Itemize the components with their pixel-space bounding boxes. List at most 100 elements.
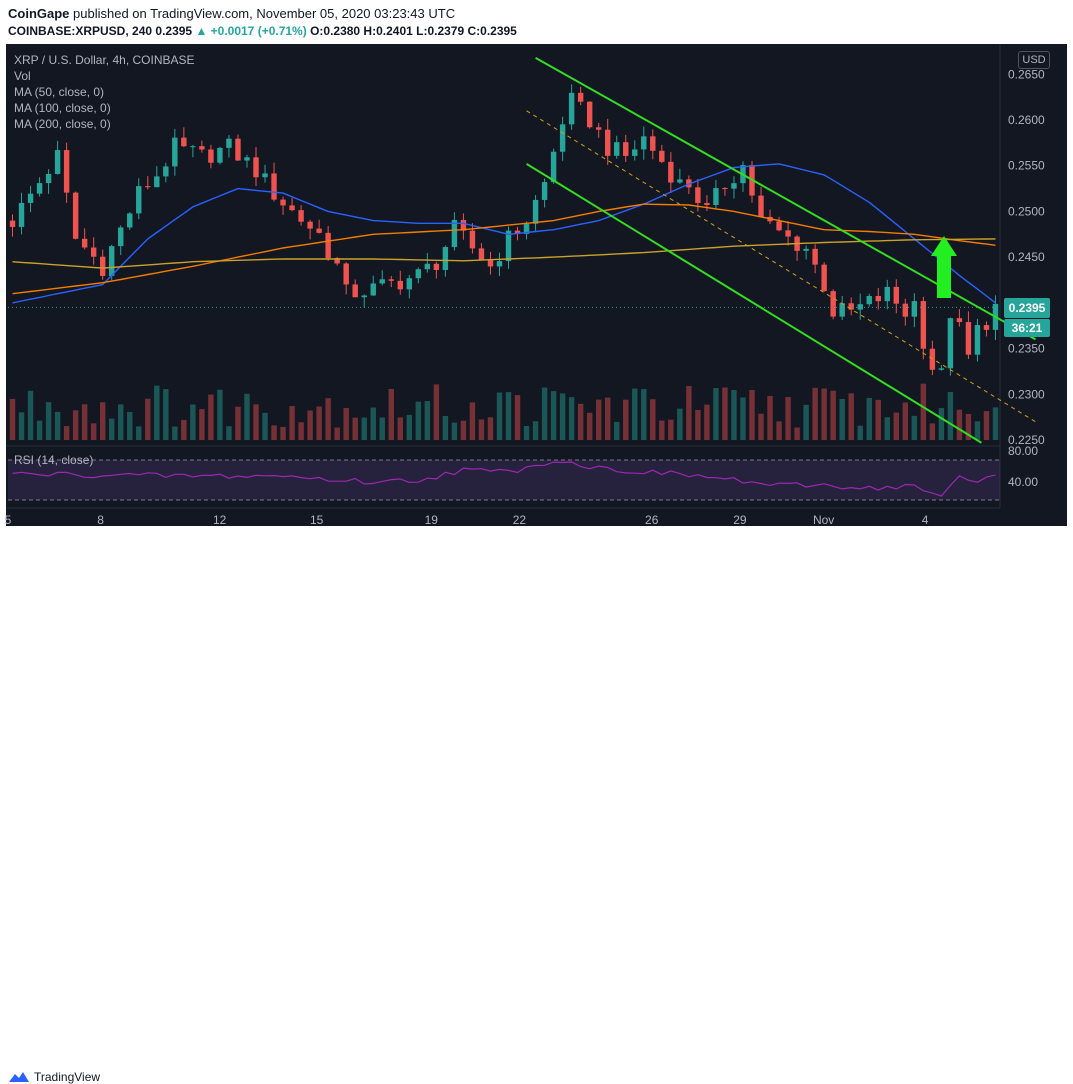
- volume-bar: [875, 399, 881, 440]
- volume-bar: [163, 389, 169, 440]
- volume-bar: [614, 421, 620, 440]
- candle-body: [641, 136, 647, 150]
- candle-body: [947, 318, 954, 369]
- rsi-tick-label: 80.00: [1008, 444, 1038, 458]
- candle-body: [839, 303, 845, 317]
- candle-body: [938, 368, 945, 370]
- volume-bar: [550, 391, 557, 440]
- x-tick-label: 5: [5, 513, 12, 527]
- candle-body: [397, 280, 403, 290]
- volume-bar: [460, 420, 467, 440]
- candle-body: [677, 179, 683, 183]
- candle-body: [163, 166, 169, 177]
- x-tick-label: 8: [97, 513, 104, 527]
- chart-legend: XRP / U.S. Dollar, 4h, COINBASE Vol MA (…: [14, 52, 195, 132]
- candle-body: [803, 248, 809, 251]
- volume-bar: [956, 409, 963, 440]
- volume-bar: [343, 408, 349, 440]
- channel-lower-line: [526, 163, 982, 444]
- volume-bar: [388, 388, 394, 440]
- volume-bar: [235, 406, 241, 440]
- candle-body: [722, 188, 728, 190]
- candle-body: [758, 195, 764, 217]
- candle-body: [451, 219, 458, 248]
- price-chart[interactable]: 0.2650 0.2600 0.2550 0.2500 0.2450 0.2350 0.23…: [0, 0, 1073, 570]
- candle-body: [289, 205, 295, 211]
- volume-bar: [929, 423, 936, 440]
- volume-bar: [181, 419, 187, 440]
- candle-body: [632, 149, 638, 156]
- volume-bar: [109, 418, 115, 440]
- volume-bar: [848, 393, 854, 440]
- volume-bar: [541, 387, 548, 440]
- candle-body: [668, 161, 674, 183]
- volume-bar: [947, 392, 954, 440]
- candle-body: [118, 227, 124, 247]
- candle-body: [271, 173, 277, 200]
- y-tick-label: 0.2300: [1008, 387, 1045, 401]
- candle-body: [388, 279, 394, 281]
- volume-bar: [45, 402, 52, 440]
- volume-bar: [983, 411, 990, 440]
- volume-bar: [559, 393, 566, 440]
- candle-body: [586, 101, 593, 128]
- volume-bar: [514, 395, 521, 440]
- volume-bar: [920, 383, 927, 440]
- candle-body: [235, 138, 241, 161]
- candle-body: [415, 269, 422, 279]
- volume-bar: [136, 426, 142, 440]
- volume-bar: [406, 414, 413, 440]
- candle-body: [469, 230, 476, 249]
- last-price-badge: 0.2395: [1004, 298, 1050, 318]
- y-tick-label: 0.2250: [1008, 433, 1045, 447]
- candle-body: [487, 260, 494, 267]
- candle-body: [731, 183, 737, 189]
- volume-bar: [713, 388, 719, 440]
- candle-body: [352, 284, 358, 298]
- volume-bar: [253, 404, 259, 440]
- candle-body: [830, 291, 836, 317]
- candle-body: [36, 183, 43, 194]
- candle-body: [875, 295, 881, 302]
- volume-bar: [370, 407, 376, 440]
- price-change: ▲ +0.0017 (+0.71%): [195, 24, 307, 38]
- candle-body: [136, 186, 142, 214]
- x-tick-label: Nov: [813, 513, 834, 527]
- candle-body: [541, 182, 548, 200]
- published-text: published on TradingView.com, November 0…: [73, 6, 456, 21]
- candle-body: [253, 157, 259, 178]
- candle-body: [298, 210, 304, 222]
- volume-bar: [776, 421, 782, 440]
- moving-average-line: [12, 163, 996, 304]
- candle-body: [911, 301, 918, 317]
- volume-bar: [451, 422, 458, 440]
- candle-body: [920, 301, 927, 349]
- volume-bar: [505, 392, 512, 440]
- candle-body: [334, 258, 340, 264]
- x-tick-label: 12: [213, 513, 227, 527]
- candle-body: [623, 142, 629, 156]
- candle-body: [208, 149, 214, 163]
- x-tick-label: 19: [425, 513, 439, 527]
- candle-body: [595, 127, 602, 130]
- volume-bar: [857, 425, 863, 440]
- candle-body: [713, 188, 719, 205]
- candle-body: [99, 256, 106, 276]
- candle-body: [821, 264, 827, 292]
- currency-button[interactable]: USD: [1018, 51, 1050, 69]
- y-tick-label: 0.2500: [1008, 204, 1045, 218]
- candle-body: [695, 187, 701, 204]
- volume-bar: [749, 389, 755, 440]
- volume-bar: [830, 390, 836, 440]
- volume-bar: [938, 408, 945, 440]
- candle-body: [280, 199, 286, 206]
- volume-bar: [99, 402, 106, 440]
- candle-body: [262, 173, 268, 178]
- volume-bar: [704, 404, 710, 440]
- volume-bar: [992, 407, 999, 440]
- volume-bar: [262, 412, 268, 440]
- candle-body: [577, 92, 584, 102]
- volume-bar: [767, 395, 773, 440]
- x-tick-label: 26: [645, 513, 659, 527]
- candle-body: [514, 230, 521, 234]
